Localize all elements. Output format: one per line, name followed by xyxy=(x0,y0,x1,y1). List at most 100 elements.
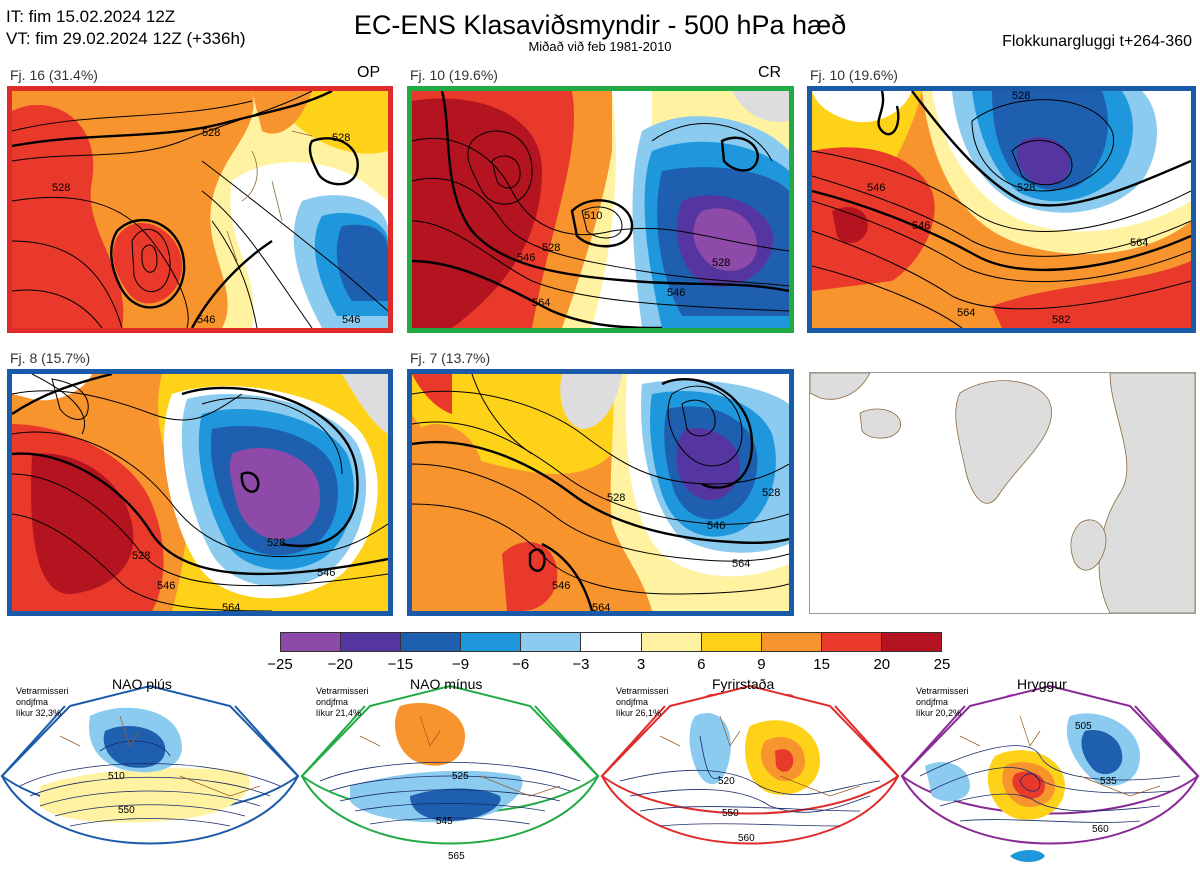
cluster-map-2[interactable]: 510 528 528 546 546 564 xyxy=(407,86,794,333)
colorbar-tick-label: 3 xyxy=(636,656,646,673)
panel-1-tag: OP xyxy=(357,64,381,81)
contour-label: 505 xyxy=(1075,721,1092,732)
contour-label: 528 xyxy=(52,182,70,194)
colorbar-segment xyxy=(461,633,522,651)
contour-label: 528 xyxy=(332,132,350,144)
panel-3-label: Fj. 10 (19.6%) xyxy=(810,67,898,83)
regime-title: Fyrirstaða xyxy=(712,676,775,692)
run-info: IT: fim 15.02.2024 12Z VT: fim 29.02.202… xyxy=(6,6,246,50)
regime-info: Vetrarmisseri ondjfma líkur 20,2% xyxy=(916,686,969,719)
land-outline-map xyxy=(809,372,1196,614)
colorbar xyxy=(280,632,942,652)
contour-label: 546 xyxy=(867,182,885,194)
valid-time: VT: fim 29.02.2024 12Z (+336h) xyxy=(6,29,246,48)
contour-label: 546 xyxy=(342,314,360,326)
contour-label: 546 xyxy=(197,314,215,326)
info-line: Vetrarmisseri xyxy=(616,686,669,696)
contour-label: 546 xyxy=(552,580,570,592)
contour-label: 546 xyxy=(317,567,335,579)
contour-label: 525 xyxy=(452,771,469,782)
colorbar-tick-label: 20 xyxy=(873,656,891,673)
contour-label: 582 xyxy=(1052,314,1070,326)
info-line: Vetrarmisseri xyxy=(16,686,69,696)
contour-label: 546 xyxy=(517,252,535,264)
regime-nao-plus: NAO plús Vetrarmisseri ondjfma líkur 32,… xyxy=(0,676,300,871)
contour-label: 528 xyxy=(202,127,220,139)
contour-label: 564 xyxy=(957,307,975,319)
info-line: ondjfma xyxy=(16,697,49,707)
anomaly-field-4: 528 528 546 546 564 xyxy=(12,374,388,611)
contour-label: 564 xyxy=(1130,237,1148,249)
colorbar-tick-label: 9 xyxy=(757,656,766,673)
regime-map: 525 545 565 xyxy=(300,684,600,862)
contour-label: 510 xyxy=(584,210,602,222)
colorbar-tick-label: −20 xyxy=(327,656,353,673)
contour-label: 528 xyxy=(132,550,150,562)
panel-2-tag: CR xyxy=(758,64,782,81)
regime-ridge: Hryggur Vetrarmisseri ondjfma líkur 20,2… xyxy=(900,676,1200,871)
colorbar-tick-label: −15 xyxy=(387,656,414,673)
cluster-map-4[interactable]: 528 528 546 546 564 xyxy=(7,369,393,616)
contour-label: 546 xyxy=(707,520,725,532)
contour-label: 564 xyxy=(222,602,240,611)
cluster-map-3[interactable]: 528 528 546 546 564 564 582 xyxy=(807,86,1196,333)
anomaly-field-1: 528 528 528 546 546 xyxy=(12,91,388,328)
colorbar-segment xyxy=(701,633,762,651)
contour-label: 510 xyxy=(108,771,125,782)
colorbar-segment xyxy=(521,633,582,651)
page-title: EC-ENS Klasaviðsmyndir - 500 hPa hæð xyxy=(353,10,847,40)
regime-title: NAO plús xyxy=(112,676,172,692)
contour-label: 560 xyxy=(738,833,755,844)
contour-label: 528 xyxy=(607,492,625,504)
colorbar-tick-label: −6 xyxy=(512,656,530,673)
contour-label: 550 xyxy=(118,805,135,816)
colorbar-tick-label: −9 xyxy=(451,656,470,673)
info-line: líkur 26,1% xyxy=(616,708,662,718)
anomaly-field-5: 528 528 546 546 564 564 xyxy=(412,374,789,611)
cluster-map-1[interactable]: 528 528 528 546 546 xyxy=(7,86,393,333)
colorbar-segment xyxy=(281,633,342,651)
regime-info: Vetrarmisseri ondjfma líkur 32,3% xyxy=(16,686,69,719)
regime-nao-minus: NAO mínus Vetrarmisseri ondjfma líkur 21… xyxy=(300,676,600,871)
colorbar-segment xyxy=(761,633,822,651)
contour-label: 564 xyxy=(592,602,610,611)
contour-label: 528 xyxy=(267,537,285,549)
colorbar-segment xyxy=(401,633,462,651)
panel-5-label: Fj. 7 (13.7%) xyxy=(410,350,491,366)
contour-label: 546 xyxy=(667,287,685,299)
regime-map: 510 550 xyxy=(0,684,300,845)
regime-title: NAO mínus xyxy=(410,676,483,692)
init-time: IT: fim 15.02.2024 12Z xyxy=(6,7,176,26)
empty-map-slot xyxy=(809,372,1196,614)
contour-label: 564 xyxy=(732,558,750,570)
info-line: Vetrarmisseri xyxy=(316,686,369,696)
colorbar-tick-label: −25 xyxy=(267,656,293,673)
anomaly-field-3: 528 528 546 546 564 564 582 xyxy=(812,91,1191,328)
contour-label: 546 xyxy=(157,580,175,592)
page-subtitle: Miðað við feb 1981-2010 xyxy=(528,39,672,54)
regime-blocking: Fyrirstaða Vetrarmisseri ondjfma líkur 2… xyxy=(600,676,900,871)
cluster-map-5[interactable]: 528 528 546 546 564 564 xyxy=(407,369,794,616)
regime-info: Vetrarmisseri ondjfma líkur 26,1% xyxy=(616,686,669,719)
contour-label: 528 xyxy=(542,242,560,254)
panel-4-label: Fj. 8 (15.7%) xyxy=(10,350,91,366)
info-line: líkur 20,2% xyxy=(916,708,962,718)
contour-label: 520 xyxy=(718,776,735,787)
colorbar-segment xyxy=(881,633,942,651)
panel-1-label: Fj. 16 (31.4%) xyxy=(10,67,98,83)
contour-label: 528 xyxy=(1017,182,1035,194)
regime-title: Hryggur xyxy=(1017,676,1067,692)
colorbar-segment xyxy=(581,633,642,651)
contour-label: 565 xyxy=(448,851,465,862)
panel-2-label: Fj. 10 (19.6%) xyxy=(410,67,498,83)
contour-label: 560 xyxy=(1092,824,1109,835)
contour-label: 546 xyxy=(912,220,930,232)
info-line: Vetrarmisseri xyxy=(916,686,969,696)
contour-label: 528 xyxy=(762,487,780,499)
classification-window: Flokkunargluggi t+264-360 xyxy=(1002,33,1192,50)
colorbar-tick-label: 15 xyxy=(813,656,830,673)
info-line: líkur 32,3% xyxy=(16,708,62,718)
regime-info: Vetrarmisseri ondjfma líkur 21,4% xyxy=(316,686,369,719)
regime-map: 505 535 560 xyxy=(900,684,1200,862)
colorbar-segment xyxy=(341,633,402,651)
